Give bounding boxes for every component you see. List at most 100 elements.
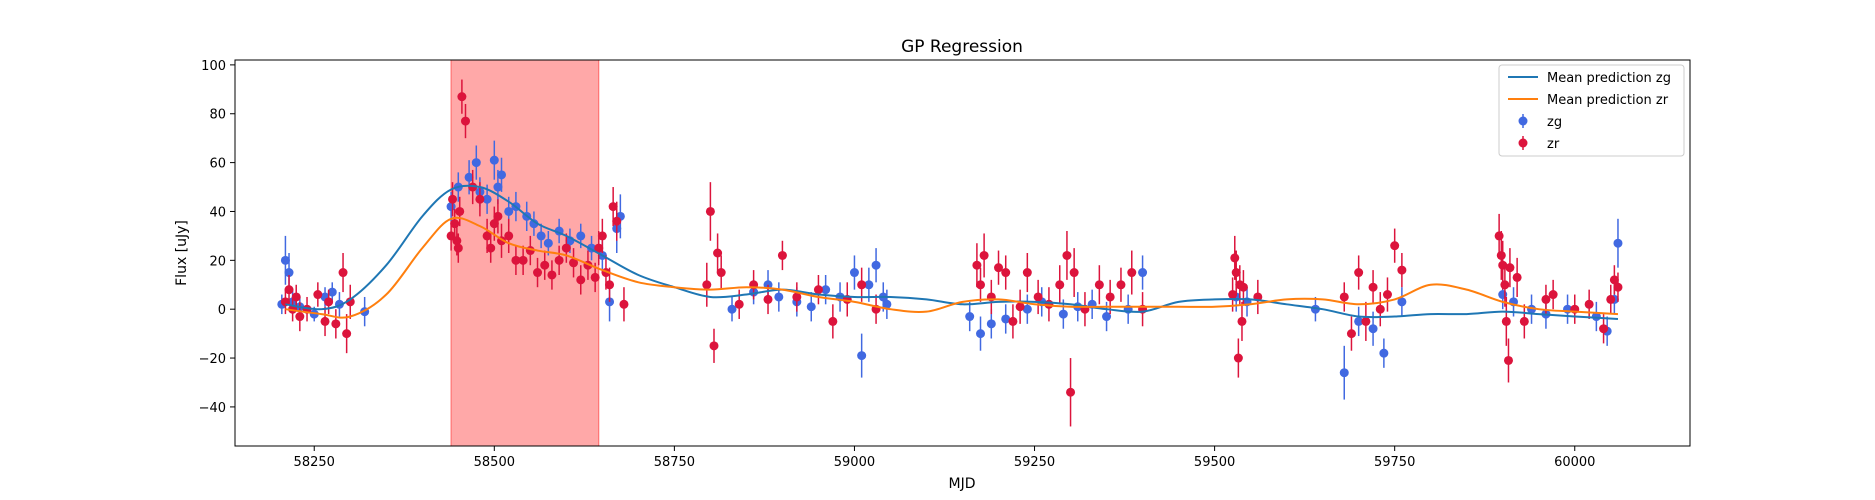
point-zg xyxy=(871,260,881,270)
legend: Mean prediction zg Mean prediction zr zg… xyxy=(1498,64,1685,157)
legend-box xyxy=(1498,64,1685,157)
point-zg xyxy=(1397,297,1407,307)
point-zr xyxy=(1105,292,1115,302)
point-zr xyxy=(763,294,773,304)
point-zg xyxy=(986,319,996,329)
point-zr xyxy=(489,219,499,229)
point-zr xyxy=(1339,292,1349,302)
point-zr xyxy=(1390,241,1400,251)
point-zr xyxy=(450,219,460,229)
point-zr xyxy=(533,268,543,278)
shaded-region xyxy=(450,59,600,447)
legend-label-zg-line: Mean prediction zg xyxy=(1547,71,1671,86)
series-zr xyxy=(280,79,1623,427)
point-zg xyxy=(446,202,456,212)
point-zr xyxy=(716,268,726,278)
point-zr xyxy=(594,243,604,253)
point-zr xyxy=(504,231,514,241)
point-zr xyxy=(1055,280,1065,290)
point-zg xyxy=(489,155,499,165)
y-tick-label: 0 xyxy=(218,303,226,318)
point-zg xyxy=(857,351,867,361)
point-zr xyxy=(455,206,465,216)
x-axis-ticks: 58250 58500 58750 59000 59250 59500 59750 60000 xyxy=(294,446,1595,470)
point-zr xyxy=(1512,272,1522,282)
point-zr xyxy=(857,280,867,290)
point-zg xyxy=(529,219,539,229)
point-zr xyxy=(713,248,723,258)
legend-marker-zr xyxy=(1518,138,1528,148)
point-zg xyxy=(774,292,784,302)
point-zg xyxy=(1001,314,1011,324)
point-zr xyxy=(608,202,618,212)
x-tick-label: 59500 xyxy=(1194,455,1235,470)
point-zr xyxy=(1230,253,1240,263)
point-zr xyxy=(1033,292,1043,302)
point-zr xyxy=(702,280,712,290)
point-zr xyxy=(482,231,492,241)
point-zr xyxy=(342,329,352,339)
point-zr xyxy=(1022,268,1032,278)
chart-title: GP Regression xyxy=(901,37,1023,57)
point-zg xyxy=(504,206,514,216)
point-zr xyxy=(1044,299,1054,309)
point-zr xyxy=(486,243,496,253)
point-zr xyxy=(792,292,802,302)
point-zr xyxy=(1503,355,1513,365)
point-zr xyxy=(320,316,330,326)
point-zg xyxy=(471,158,481,168)
point-zr xyxy=(1015,302,1025,312)
point-zr xyxy=(452,236,462,246)
point-zr xyxy=(979,250,989,260)
point-zr xyxy=(569,258,579,268)
point-zg xyxy=(1138,268,1148,278)
point-zr xyxy=(460,116,470,126)
point-zr xyxy=(1548,290,1558,300)
point-zr xyxy=(1496,250,1506,260)
point-zr xyxy=(972,260,982,270)
line-mean-prediction-zg xyxy=(285,184,1619,320)
x-tick-label: 59000 xyxy=(834,455,875,470)
point-zg xyxy=(806,302,816,312)
point-zg xyxy=(864,280,874,290)
point-zg xyxy=(327,287,337,297)
point-zr xyxy=(1500,280,1510,290)
point-zg xyxy=(1613,238,1623,248)
point-zr xyxy=(1541,294,1551,304)
point-zr xyxy=(709,341,719,351)
point-zr xyxy=(828,316,838,326)
legend-label-zg: zg xyxy=(1547,115,1562,130)
point-zr xyxy=(457,92,467,102)
point-zr xyxy=(1505,263,1515,273)
point-zr xyxy=(1375,304,1385,314)
point-zg xyxy=(1058,309,1068,319)
legend-label-zr-line: Mean prediction zr xyxy=(1547,93,1669,108)
point-zr xyxy=(448,194,458,204)
point-zr xyxy=(813,285,823,295)
point-zr xyxy=(1116,280,1126,290)
y-tick-label: −40 xyxy=(199,401,226,416)
y-tick-label: 40 xyxy=(209,205,226,220)
y-axis-label: Flux [uJy] xyxy=(174,220,190,286)
point-zr xyxy=(313,290,323,300)
point-zg xyxy=(482,194,492,204)
point-zr xyxy=(453,243,463,253)
point-zr xyxy=(1494,231,1504,241)
point-zr xyxy=(547,270,557,280)
point-zr xyxy=(590,272,600,282)
y-tick-label: 80 xyxy=(209,108,226,123)
point-zr xyxy=(324,297,334,307)
x-tick-label: 58250 xyxy=(294,455,335,470)
point-zg xyxy=(543,238,553,248)
point-zr xyxy=(1069,268,1079,278)
point-zr xyxy=(1354,268,1364,278)
point-zg xyxy=(1368,324,1378,334)
point-zr xyxy=(540,260,550,270)
point-zr xyxy=(734,299,744,309)
point-zr xyxy=(511,255,521,265)
point-zr xyxy=(291,292,301,302)
point-zr xyxy=(1062,250,1072,260)
point-zg xyxy=(1354,316,1364,326)
point-zr xyxy=(619,299,629,309)
